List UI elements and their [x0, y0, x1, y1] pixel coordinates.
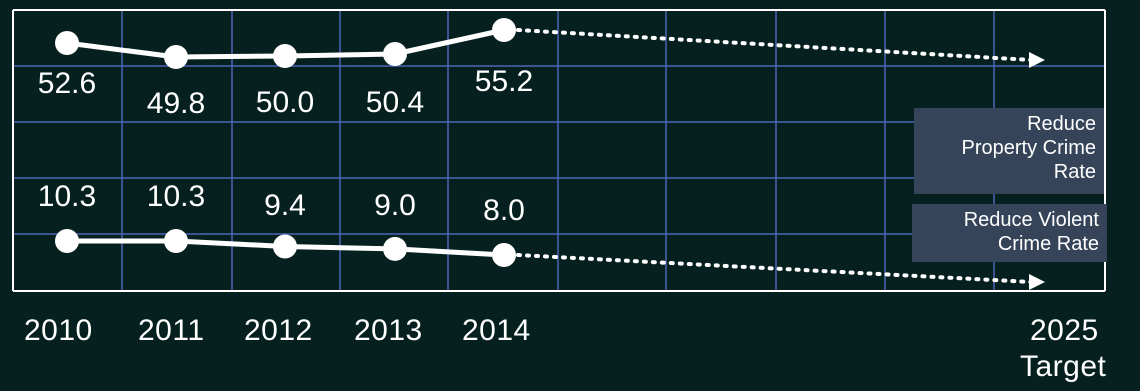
violent-projection-arrowhead: [1029, 274, 1045, 290]
violent-data-label-2013: 9.0: [374, 189, 416, 222]
violent-data-label-2011: 10.3: [147, 180, 205, 213]
property-point-2010: [55, 31, 79, 55]
property-callout-line-2: Property Crime: [961, 137, 1096, 159]
property-callout-line-1: Reduce: [1027, 113, 1096, 135]
violent-data-label-2010: 10.3: [38, 180, 96, 213]
violent-point-2012: [273, 234, 297, 259]
property-crime-callout: Reduce Property Crime Rate: [914, 108, 1104, 194]
violent-callout-line-1: Reduce Violent: [963, 209, 1099, 231]
violent-point-2014: [492, 243, 516, 267]
property-data-label-2012: 50.0: [256, 86, 314, 119]
violent-data-label-2014: 8.0: [483, 194, 525, 227]
x-tick-2025: 2025: [1030, 314, 1099, 347]
violent-data-label-2012: 9.4: [264, 189, 306, 222]
x-tick-2012: 2012: [244, 314, 313, 347]
property-data-label-2013: 50.4: [366, 86, 424, 119]
property-callout-line-3: Rate: [1053, 161, 1096, 183]
violent-point-2013: [383, 236, 407, 261]
violent-crime-callout: Reduce Violent Crime Rate: [912, 204, 1107, 262]
x-tick-2013: 2013: [354, 314, 423, 347]
property-point-2013: [383, 42, 407, 66]
property-point-2014: [492, 18, 516, 42]
violent-point-2010: [55, 229, 79, 253]
property-point-2012: [273, 44, 297, 68]
property-data-label-2010: 52.6: [38, 67, 96, 100]
x-tick-2014: 2014: [462, 314, 531, 347]
x-tick-target: Target: [1020, 350, 1107, 383]
violent-callout-line-2: Crime Rate: [997, 233, 1099, 255]
property-point-2011: [164, 45, 188, 69]
property-projection-line: [516, 28, 1033, 62]
x-tick-2010: 2010: [24, 314, 93, 347]
property-data-label-2014: 55.2: [475, 65, 533, 98]
x-tick-2011: 2011: [138, 314, 205, 347]
violent-point-2011: [164, 229, 188, 253]
property-projection-arrowhead: [1029, 52, 1045, 68]
property-data-label-2011: 49.8: [147, 87, 205, 120]
